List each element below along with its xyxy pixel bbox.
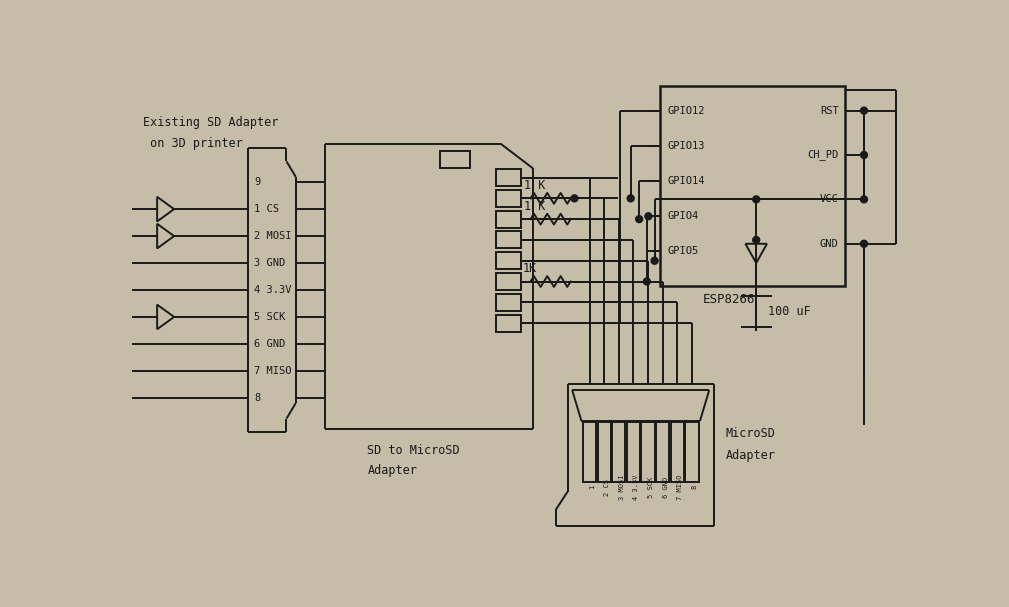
Text: GND: GND [820, 239, 838, 249]
Circle shape [571, 195, 578, 202]
Text: 5 SCK: 5 SCK [648, 476, 654, 498]
Circle shape [645, 213, 652, 220]
Text: 1 K: 1 K [525, 178, 546, 192]
Text: 6 GND: 6 GND [663, 476, 669, 498]
Bar [496, 231, 521, 248]
Text: 1: 1 [589, 485, 595, 489]
Bar [496, 294, 521, 311]
Circle shape [636, 215, 643, 223]
Text: GPIO5: GPIO5 [668, 246, 699, 257]
Text: 100 uF: 100 uF [768, 305, 810, 318]
Text: Adapter: Adapter [725, 449, 775, 462]
Bar [496, 314, 521, 331]
Text: Adapter: Adapter [367, 464, 418, 478]
Text: GPIO4: GPIO4 [668, 211, 699, 222]
Text: 5 SCK: 5 SCK [254, 312, 286, 322]
Bar [496, 169, 521, 186]
Text: ESP8266: ESP8266 [702, 294, 755, 307]
Text: 9: 9 [254, 177, 260, 187]
Text: 8: 8 [692, 485, 698, 489]
Circle shape [861, 107, 868, 114]
Bar [441, 151, 470, 168]
Bar [496, 190, 521, 207]
Text: 7 MISO: 7 MISO [677, 474, 683, 500]
Bar [656, 422, 669, 483]
Bar [660, 86, 845, 286]
Bar [685, 422, 698, 483]
Bar [671, 422, 684, 483]
Text: 6 GND: 6 GND [254, 339, 286, 349]
Bar [627, 422, 640, 483]
Text: 1 K: 1 K [525, 200, 546, 212]
Text: 7 MISO: 7 MISO [254, 366, 292, 376]
Circle shape [753, 196, 760, 203]
Text: 2 MOSI: 2 MOSI [254, 231, 292, 241]
Bar [496, 253, 521, 269]
Circle shape [651, 257, 658, 264]
Text: SD to MicroSD: SD to MicroSD [367, 444, 460, 456]
Text: 4 3.3V: 4 3.3V [634, 474, 640, 500]
Text: 8: 8 [254, 393, 260, 403]
Text: 3 GND: 3 GND [254, 258, 286, 268]
Circle shape [644, 278, 651, 285]
Text: Existing SD Adapter: Existing SD Adapter [142, 117, 277, 129]
Bar [496, 273, 521, 290]
Text: MicroSD: MicroSD [725, 427, 775, 440]
Circle shape [861, 240, 868, 247]
Bar [496, 211, 521, 228]
Text: GPIO12: GPIO12 [668, 106, 705, 115]
Text: 1K: 1K [523, 262, 537, 275]
Circle shape [628, 195, 634, 202]
Circle shape [861, 152, 868, 158]
Bar [612, 422, 626, 483]
Text: on 3D printer: on 3D printer [142, 137, 242, 150]
Bar [642, 422, 655, 483]
Text: 2 CS: 2 CS [604, 478, 610, 495]
Text: RST: RST [820, 106, 838, 115]
Text: VCC: VCC [820, 194, 838, 205]
Text: 1 CS: 1 CS [254, 204, 279, 214]
Text: CH_PD: CH_PD [807, 149, 838, 160]
Text: GPIO14: GPIO14 [668, 176, 705, 186]
Text: 4 3.3V: 4 3.3V [254, 285, 292, 295]
Circle shape [861, 196, 868, 203]
Bar [597, 422, 610, 483]
Text: 3 MOSI: 3 MOSI [619, 474, 625, 500]
Circle shape [753, 237, 760, 243]
Text: GPIO13: GPIO13 [668, 141, 705, 151]
Bar [583, 422, 596, 483]
